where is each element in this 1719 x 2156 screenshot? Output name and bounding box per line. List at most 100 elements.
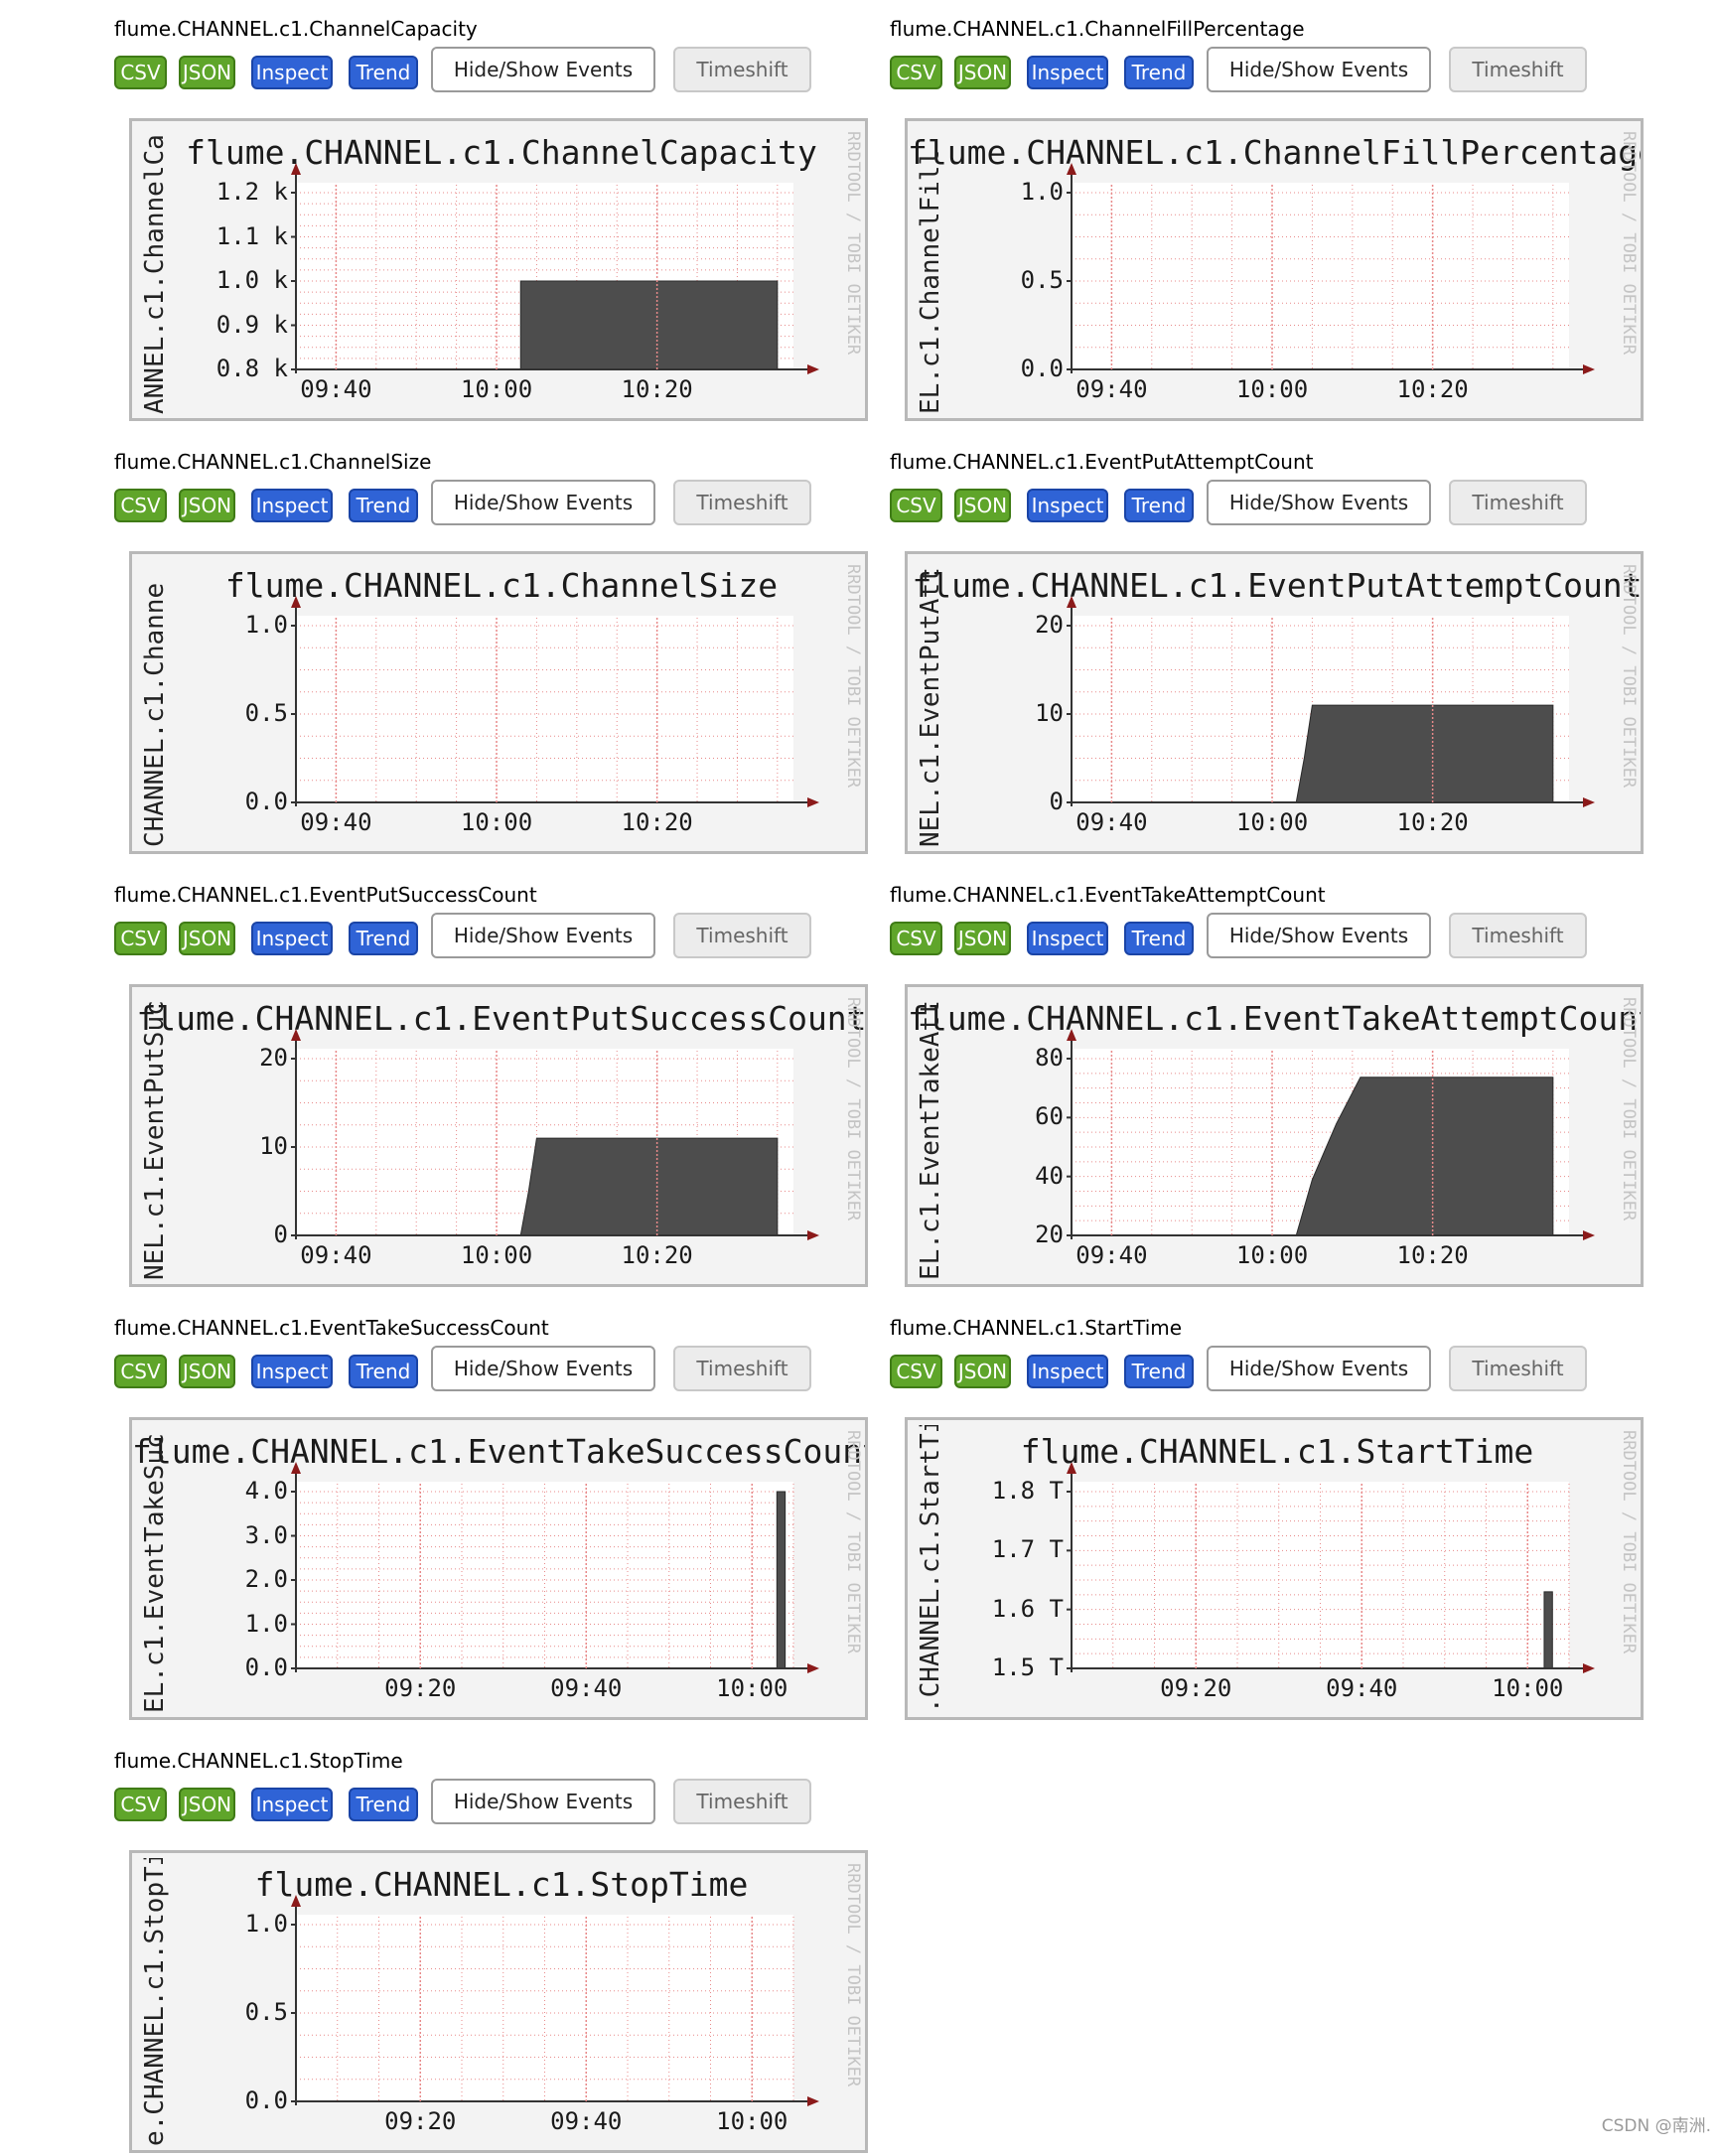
rrd-graph: 20 10 0 09:40 10:00 10:20 flume.CHANNEL.c1.Eve… [905, 551, 1644, 854]
trend-button[interactable]: Trend [1124, 56, 1194, 89]
json-button[interactable]: JSON [179, 489, 235, 522]
trend-button[interactable]: Trend [1124, 489, 1194, 522]
y-tick-label: 60 [1035, 1102, 1064, 1131]
y-tick-label: 20 [1035, 611, 1064, 639]
timeshift-button[interactable]: Timeshift [1449, 480, 1587, 525]
csv-button[interactable]: CSV [890, 56, 942, 89]
json-button[interactable]: JSON [954, 922, 1011, 955]
vertical-label: EL.c1.ChannelFill [916, 149, 945, 414]
timeshift-button[interactable]: Timeshift [673, 1346, 811, 1391]
hide-show-events-button[interactable]: Hide/Show Events [431, 480, 655, 525]
x-axis-arrow [807, 797, 819, 807]
x-tick-label: 09:40 [550, 2107, 623, 2135]
trend-button[interactable]: Trend [349, 56, 418, 89]
timeshift-button[interactable]: Timeshift [673, 47, 811, 92]
trend-button[interactable]: Trend [1124, 922, 1194, 955]
timeshift-button[interactable]: Timeshift [1449, 913, 1587, 958]
timeshift-button[interactable]: Timeshift [673, 480, 811, 525]
graph-title: flume.CHANNEL.c1.StartTime [1020, 1432, 1534, 1471]
json-button[interactable]: JSON [179, 56, 235, 89]
rrd-graph: 4.0 3.0 2.0 1.0 0.0 09:20 09:40 10:00 flume.CHAN… [129, 1417, 868, 1720]
rrd-graph: 1.0 0.5 0.0 09:40 10:00 10:20 flume.CHANNEL.c1… [129, 551, 868, 854]
area-series [519, 280, 779, 370]
x-axis-arrow [1583, 797, 1595, 807]
hide-show-events-button[interactable]: Hide/Show Events [431, 1346, 655, 1391]
y-tick-label: 0 [273, 1221, 288, 1248]
csv-button[interactable]: CSV [114, 56, 167, 89]
rrdtool-credit: RRDTOOL / TOBI OETIKER [843, 131, 863, 356]
y-tick-label: 0.0 [244, 2086, 288, 2114]
timeshift-button[interactable]: Timeshift [673, 913, 811, 958]
hide-show-events-button[interactable]: Hide/Show Events [431, 47, 655, 92]
graph-panel: flume.CHANNEL.c1.StopTime CSV JSON Inspect T… [114, 1749, 868, 2156]
graph-title: flume.CHANNEL.c1.ChannelFillPercentage [908, 133, 1644, 172]
trend-button[interactable]: Trend [349, 489, 418, 522]
graph-title: flume.CHANNEL.c1.StopTime [254, 1865, 749, 1904]
x-tick-label: 10:00 [1235, 1241, 1309, 1269]
graph-canvas [291, 596, 819, 807]
panel-title: flume.CHANNEL.c1.EventPutAttemptCount [890, 450, 1314, 474]
timeshift-button[interactable]: Timeshift [1449, 47, 1587, 92]
inspect-button[interactable]: Inspect [1027, 56, 1108, 89]
graph-canvas [1067, 1029, 1595, 1240]
y-tick-label: 0.5 [244, 1998, 288, 2026]
inspect-button[interactable]: Inspect [251, 56, 333, 89]
csv-button[interactable]: CSV [114, 922, 167, 955]
y-axis-arrow [1067, 1462, 1076, 1474]
inspect-button[interactable]: Inspect [1027, 489, 1108, 522]
x-tick-label: 09:40 [1075, 808, 1148, 836]
hide-show-events-button[interactable]: Hide/Show Events [1207, 480, 1431, 525]
json-button[interactable]: JSON [954, 56, 1011, 89]
hide-show-events-button[interactable]: Hide/Show Events [1207, 47, 1431, 92]
hide-show-events-button[interactable]: Hide/Show Events [1207, 1346, 1431, 1391]
y-tick-label: 20 [259, 1044, 288, 1072]
y-tick-label: 0.5 [244, 699, 288, 727]
json-button[interactable]: JSON [179, 1355, 235, 1388]
csv-button[interactable]: CSV [890, 1355, 942, 1388]
y-tick-label: 0.0 [244, 1653, 288, 1681]
csv-button[interactable]: CSV [114, 1355, 167, 1388]
inspect-button[interactable]: Inspect [251, 1355, 333, 1388]
button-row: CSV JSON Inspect Trend Hide/Show Events Times… [114, 480, 854, 525]
json-button[interactable]: JSON [954, 1355, 1011, 1388]
trend-button[interactable]: Trend [1124, 1355, 1194, 1388]
inspect-button[interactable]: Inspect [251, 489, 333, 522]
json-button[interactable]: JSON [954, 489, 1011, 522]
inspect-button[interactable]: Inspect [1027, 1355, 1108, 1388]
csv-button[interactable]: CSV [114, 1788, 167, 1821]
rrdtool-credit: RRDTOOL / TOBI OETIKER [843, 997, 863, 1222]
hide-show-events-button[interactable]: Hide/Show Events [1207, 913, 1431, 958]
trend-button[interactable]: Trend [349, 1788, 418, 1821]
y-axis-arrow [291, 163, 301, 175]
inspect-button[interactable]: Inspect [251, 922, 333, 955]
area-series [1295, 704, 1554, 803]
json-button[interactable]: JSON [179, 1788, 235, 1821]
button-row: CSV JSON Inspect Trend Hide/Show Events Times… [890, 47, 1630, 92]
hide-show-events-button[interactable]: Hide/Show Events [431, 913, 655, 958]
panel-title: flume.CHANNEL.c1.EventTakeAttemptCount [890, 883, 1326, 907]
rrdtool-credit: RRDTOOL / TOBI OETIKER [843, 1863, 863, 2087]
x-axis-arrow [1583, 1230, 1595, 1240]
json-button[interactable]: JSON [179, 922, 235, 955]
x-axis-arrow [1583, 1663, 1595, 1673]
button-row: CSV JSON Inspect Trend Hide/Show Events Times… [114, 1346, 854, 1391]
button-row: CSV JSON Inspect Trend Hide/Show Events Times… [114, 1779, 854, 1824]
inspect-button[interactable]: Inspect [1027, 922, 1108, 955]
timeshift-button[interactable]: Timeshift [1449, 1346, 1587, 1391]
csv-button[interactable]: CSV [890, 489, 942, 522]
inspect-button[interactable]: Inspect [251, 1788, 333, 1821]
panel-title: flume.CHANNEL.c1.StartTime [890, 1316, 1183, 1340]
hide-show-events-button[interactable]: Hide/Show Events [431, 1779, 655, 1824]
x-tick-label: 09:20 [1160, 1674, 1232, 1702]
y-tick-label: 80 [1035, 1044, 1064, 1072]
rrdtool-credit: RRDTOOL / TOBI OETIKER [843, 1430, 863, 1654]
trend-button[interactable]: Trend [349, 922, 418, 955]
y-axis-arrow [291, 1895, 301, 1907]
x-tick-label: 09:40 [1326, 1674, 1398, 1702]
timeshift-button[interactable]: Timeshift [673, 1779, 811, 1824]
csv-button[interactable]: CSV [114, 489, 167, 522]
y-tick-label: 1.8 T [991, 1477, 1064, 1505]
csv-button[interactable]: CSV [890, 922, 942, 955]
trend-button[interactable]: Trend [349, 1355, 418, 1388]
